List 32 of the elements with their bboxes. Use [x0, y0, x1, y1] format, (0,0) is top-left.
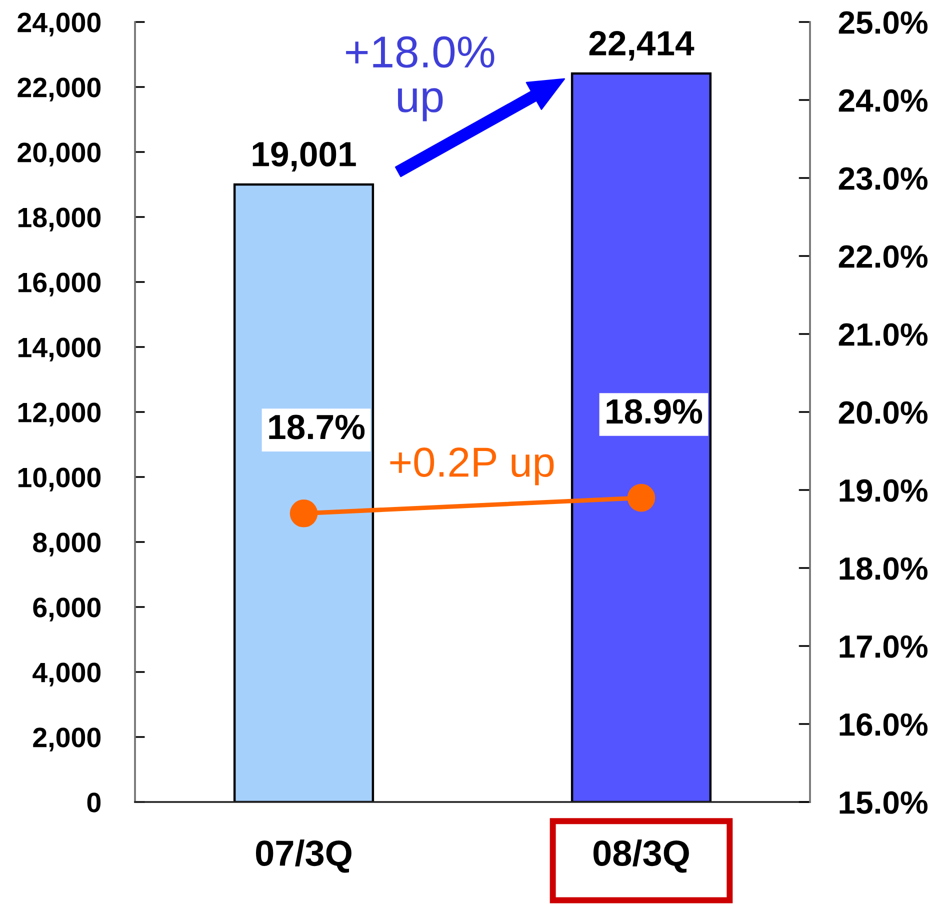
y2-tick-label: 21.0%: [838, 323, 928, 346]
y-tick-label: 14,000: [18, 338, 101, 362]
y-tick-label: 22,000: [18, 78, 101, 102]
x-tick-label: 07/3Q: [256, 840, 352, 873]
y2-tick-label: 24.0%: [838, 89, 928, 112]
y-tick-label: 24,000: [18, 12, 101, 36]
y2-tick-label: 22.0%: [838, 245, 928, 268]
y2-tick-label: 18.0%: [840, 557, 928, 580]
y-tick-label: 2,000: [33, 728, 101, 752]
data-label: 18.9%: [606, 399, 702, 424]
y-tick-label: 16,000: [18, 272, 101, 296]
y-tick-label: 18,000: [18, 208, 101, 232]
y2-tick-label: 25.0%: [838, 11, 928, 34]
y-tick-label: 0: [87, 792, 101, 812]
y-tick-label: 10,000: [18, 468, 101, 492]
y2-tick-label: 16.0%: [840, 713, 928, 736]
data-label: 22,414: [589, 30, 694, 61]
y-tick-label: 4,000: [32, 662, 101, 686]
x-tick-label: 08/3Q: [593, 840, 689, 873]
data-label: 18.7%: [269, 414, 365, 440]
y2-tick-label: 23.0%: [838, 167, 928, 190]
y-tick-label: 6,000: [33, 598, 101, 622]
y2-tick-label: 15.0%: [840, 791, 928, 814]
y-tick-label: 20,000: [18, 142, 101, 166]
y-tick-label: 8,000: [33, 532, 101, 556]
y2-tick-label: 19.0%: [840, 479, 928, 502]
annotation: +0.2P up: [390, 448, 554, 486]
y-tick-label: 12,000: [18, 402, 101, 426]
data-label: 19,001: [252, 142, 356, 172]
y2-tick-label: 20.0%: [838, 401, 928, 424]
annotation: +18.0% up: [346, 36, 494, 122]
y2-tick-label: 17.0%: [840, 635, 928, 658]
